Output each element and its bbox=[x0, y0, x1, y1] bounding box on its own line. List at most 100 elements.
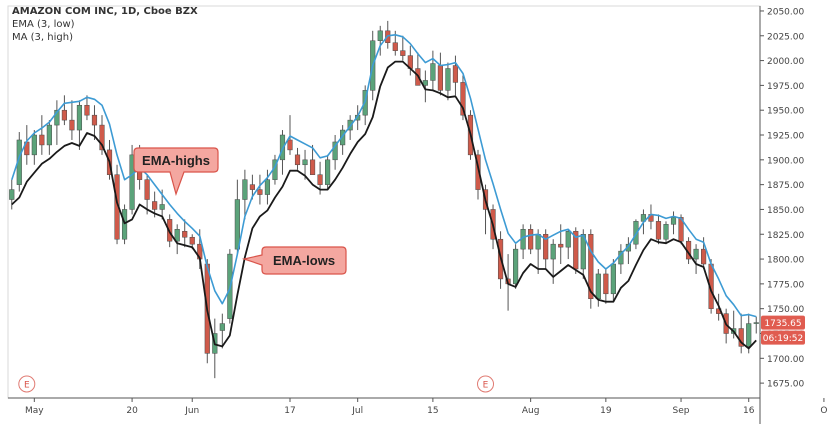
candle-body bbox=[76, 104, 83, 131]
y-tick-label: 1950.00 bbox=[767, 107, 804, 117]
candle-body bbox=[430, 63, 436, 81]
candle-body bbox=[264, 179, 271, 195]
candle-body bbox=[302, 159, 308, 166]
earnings-event-label: E bbox=[24, 381, 30, 391]
candle-body bbox=[588, 234, 594, 300]
candle-body bbox=[670, 217, 677, 225]
x-tick-label: Jun bbox=[184, 406, 199, 416]
y-tick-label: 1775.00 bbox=[767, 280, 804, 290]
candle-body bbox=[422, 80, 428, 86]
candle-body bbox=[595, 273, 601, 300]
candle-body bbox=[234, 199, 240, 250]
y-tick-label: 1850.00 bbox=[767, 206, 804, 216]
candle-body bbox=[332, 141, 338, 161]
candle-body bbox=[317, 174, 323, 185]
ema-low-line bbox=[11, 60, 757, 350]
candle-body bbox=[528, 229, 534, 250]
candle-body bbox=[129, 154, 135, 210]
candle-body bbox=[460, 82, 466, 116]
candle-body bbox=[189, 236, 195, 245]
candle-body bbox=[309, 159, 316, 175]
y-tick-label: 2025.00 bbox=[767, 32, 804, 42]
candle-body bbox=[535, 234, 541, 250]
candle-body bbox=[242, 179, 248, 200]
candle-body bbox=[437, 65, 443, 91]
candle-body bbox=[377, 30, 383, 41]
candle-body bbox=[182, 231, 188, 238]
candle-body bbox=[9, 189, 15, 200]
candle-body bbox=[152, 201, 158, 210]
last-price-badge-text: 1735.65 bbox=[764, 319, 801, 329]
candle-body bbox=[121, 209, 128, 240]
x-tick-label: Sep bbox=[673, 406, 690, 416]
candle-body bbox=[655, 221, 662, 240]
y-tick-label: 1700.00 bbox=[767, 355, 804, 365]
candle-body bbox=[565, 231, 571, 248]
candle-body bbox=[580, 234, 586, 270]
candle-body bbox=[39, 134, 45, 146]
indicator-ema-low-label: EMA (3, low) bbox=[12, 19, 75, 30]
candle-body bbox=[249, 184, 255, 190]
candle-body bbox=[287, 139, 293, 151]
candle-body bbox=[31, 134, 37, 156]
earnings-event-marker[interactable] bbox=[18, 375, 36, 393]
y-tick-label: 1675.00 bbox=[767, 380, 804, 390]
x-tick-label: 17 bbox=[284, 406, 295, 416]
candle-body bbox=[392, 42, 398, 51]
callout-bubble bbox=[241, 246, 347, 275]
y-tick-label: 1875.00 bbox=[767, 181, 804, 191]
x-tick-label: Aug bbox=[522, 406, 540, 416]
x-tick-label: 20 bbox=[126, 406, 138, 416]
candle-body bbox=[294, 154, 301, 166]
symbol-title: AMAZON COM INC, 1D, Cboe BZX bbox=[12, 6, 198, 17]
earnings-event-marker[interactable] bbox=[477, 375, 495, 393]
y-tick-label: 2050.00 bbox=[767, 7, 804, 17]
candle-body bbox=[84, 104, 90, 116]
countdown-badge-text: 06:19:52 bbox=[763, 334, 803, 344]
x-tick-label: 15 bbox=[427, 406, 438, 416]
candle-body bbox=[159, 204, 165, 210]
y-tick-label: 1800.00 bbox=[767, 256, 804, 266]
countdown-badge bbox=[761, 330, 805, 345]
candle-body bbox=[610, 263, 616, 295]
callout-ema-lows-text: EMA-lows bbox=[273, 253, 335, 268]
candle-body bbox=[46, 124, 52, 146]
candle-body bbox=[340, 129, 346, 146]
y-tick-label: 1825.00 bbox=[767, 231, 804, 241]
plot-frame bbox=[7, 5, 761, 399]
x-tick-label: May bbox=[25, 406, 44, 416]
candle-body bbox=[99, 124, 105, 151]
callout-bubble bbox=[133, 147, 219, 196]
x-tick-label: 19 bbox=[600, 406, 612, 416]
candle-body bbox=[54, 109, 60, 126]
candle-body bbox=[400, 50, 406, 56]
candle-body bbox=[693, 248, 699, 260]
candle-body bbox=[543, 234, 549, 260]
callout-ema-highs-text: EMA-highs bbox=[142, 153, 210, 168]
candle-body bbox=[550, 243, 556, 260]
candle-body bbox=[603, 273, 609, 295]
y-tick-label: 1925.00 bbox=[767, 132, 804, 142]
candle-body bbox=[513, 248, 519, 285]
candle-body bbox=[452, 65, 459, 83]
candle-body bbox=[219, 323, 225, 331]
x-tick-label: Jul bbox=[351, 406, 363, 416]
candle-body bbox=[61, 109, 67, 121]
candle-body bbox=[257, 189, 263, 195]
x-tick-label: O bbox=[820, 406, 827, 416]
candle-body bbox=[753, 322, 759, 324]
candle-body bbox=[174, 229, 180, 242]
candle-body bbox=[69, 119, 75, 131]
y-tick-label: 2000.00 bbox=[767, 57, 804, 67]
candle-body bbox=[678, 217, 684, 242]
candle-body bbox=[144, 179, 150, 200]
candle-body bbox=[475, 154, 481, 190]
candle-body bbox=[701, 248, 707, 265]
indicator-ma-high-label: MA (3, high) bbox=[12, 32, 73, 43]
candle-body bbox=[445, 68, 451, 91]
candle-body bbox=[325, 159, 331, 185]
candle-body bbox=[663, 224, 669, 240]
x-tick-label: 16 bbox=[743, 406, 755, 416]
